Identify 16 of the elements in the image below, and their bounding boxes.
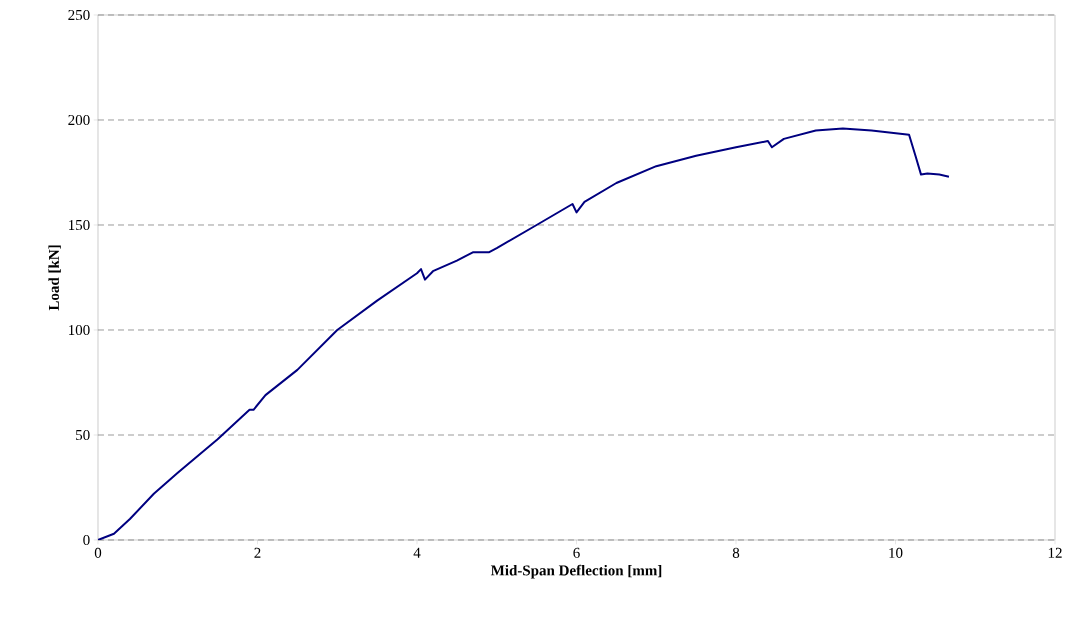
x-tick-label: 0	[94, 547, 102, 558]
y-tick-label: 150	[69, 219, 90, 231]
x-tick-label: 12	[1048, 547, 1062, 558]
x-tick-label: 8	[732, 547, 740, 558]
y-tick-label: 50	[76, 429, 90, 441]
x-tick-label: 4	[413, 547, 421, 558]
x-tick-label: 2	[254, 547, 261, 558]
line-series	[98, 127, 950, 540]
y-axis-title: Load [kN]	[48, 245, 61, 311]
x-tick-label: 10	[889, 547, 903, 558]
y-tick-label: 0	[83, 534, 90, 546]
x-axis-title: Mid-Span Deflection [mm]	[490, 564, 662, 579]
y-tick-label: 200	[68, 114, 90, 126]
y-tick-label: 100	[69, 324, 90, 336]
x-tick-label: 6	[573, 547, 580, 558]
y-tick-label: 250	[68, 9, 90, 21]
